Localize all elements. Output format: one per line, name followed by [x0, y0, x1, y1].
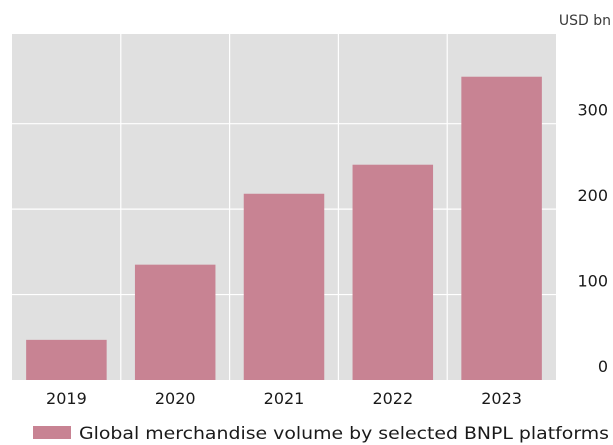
y-unit-label: USD bn	[559, 13, 611, 29]
x-tick-labels: 2019 2020 2021 2022 2023	[46, 389, 522, 408]
bar-2019	[26, 339, 107, 380]
bar-2020	[134, 264, 216, 380]
bars	[26, 76, 542, 380]
bar-2021	[243, 193, 325, 380]
x-tick-label: 2020	[155, 389, 196, 408]
y-tick-label: 300	[577, 101, 608, 120]
y-tick-label: 0	[598, 357, 608, 376]
x-tick-label: 2019	[46, 389, 87, 408]
legend-label: Global merchandise volume by selected BN…	[79, 424, 609, 444]
x-tick-label: 2023	[481, 389, 522, 408]
legend: Global merchandise volume by selected BN…	[33, 424, 609, 444]
y-tick-label: 200	[577, 186, 608, 205]
bar-2023	[461, 76, 542, 380]
legend-swatch	[33, 426, 71, 439]
x-tick-label: 2022	[372, 389, 413, 408]
bar-2022	[352, 164, 434, 380]
x-tick-label: 2021	[264, 389, 305, 408]
y-tick-labels: 0 100 200 300	[577, 101, 608, 376]
y-tick-label: 100	[577, 272, 608, 291]
